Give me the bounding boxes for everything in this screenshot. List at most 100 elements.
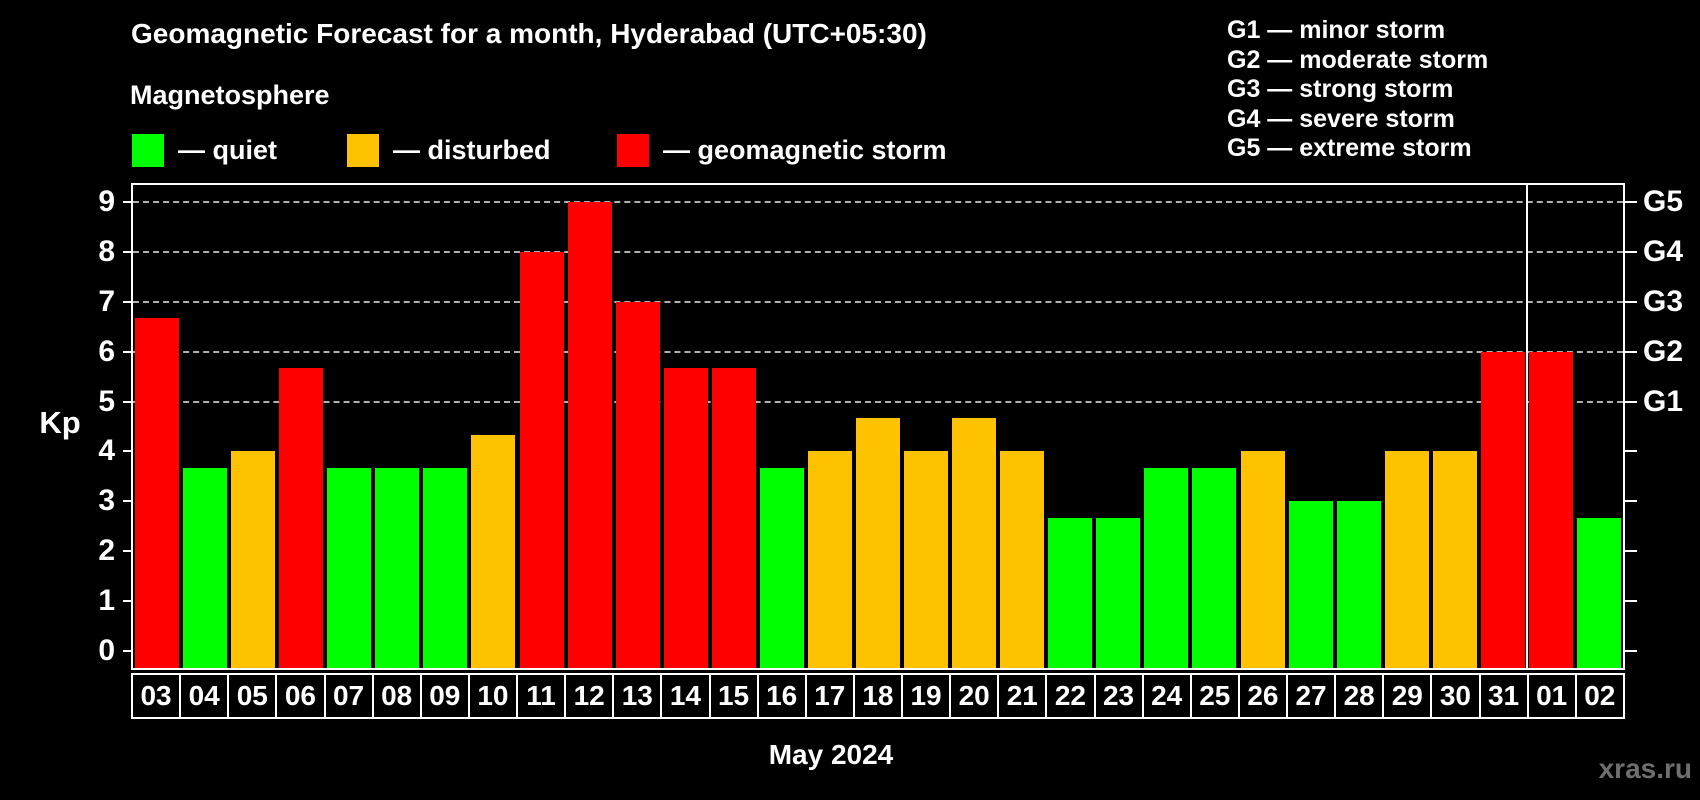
x-axis-day-label-17: 17 bbox=[804, 673, 855, 719]
gridline-kp9 bbox=[133, 200, 1623, 203]
right-axis-label-g3: G3 bbox=[1643, 284, 1684, 318]
quiet-swatch-icon bbox=[132, 134, 164, 167]
kp-bar-day-17 bbox=[807, 451, 852, 668]
right-axis-tick-6 bbox=[1625, 350, 1637, 353]
x-axis-day-label-27: 27 bbox=[1286, 673, 1337, 719]
kp-bar-day-05 bbox=[231, 451, 276, 668]
kp-bar-day-08 bbox=[375, 467, 420, 668]
kp-bar-day-16 bbox=[759, 467, 804, 668]
right-axis-tick-9 bbox=[1625, 200, 1637, 203]
kp-bar-day-02 bbox=[1576, 517, 1621, 668]
x-axis-day-label-11: 11 bbox=[516, 673, 567, 719]
storm-scale-line-g2: G2 — moderate storm bbox=[1227, 45, 1489, 74]
kp-bar-day-18 bbox=[856, 418, 900, 668]
x-axis-day-label-08: 08 bbox=[371, 673, 422, 719]
x-axis-day-label-01: 01 bbox=[1526, 673, 1577, 719]
x-axis-day-label-05: 05 bbox=[227, 673, 278, 719]
x-axis-day-label-10: 10 bbox=[467, 673, 518, 719]
kp-bar-day-22 bbox=[1048, 517, 1093, 668]
kp-bar-day-06 bbox=[279, 368, 324, 668]
x-axis-day-label-12: 12 bbox=[564, 673, 615, 719]
y-axis-tick-2 bbox=[123, 550, 131, 553]
x-axis-day-label-16: 16 bbox=[756, 673, 807, 719]
x-axis-day-label-22: 22 bbox=[1045, 673, 1096, 719]
y-axis-tick-6 bbox=[123, 350, 131, 353]
kp-bar-day-29 bbox=[1384, 451, 1429, 668]
kp-bar-day-07 bbox=[327, 467, 372, 668]
x-axis-day-label-25: 25 bbox=[1189, 673, 1240, 719]
y-axis-tick-1 bbox=[123, 600, 131, 603]
legend-quiet-label: — quiet bbox=[178, 135, 277, 165]
x-axis-day-labels: 03 04 05 06 07 08 09 10 11 12 13 14 15 16 17 18 19 20 21 22… bbox=[131, 673, 1625, 719]
legend-item-storm: — geomagnetic storm bbox=[617, 134, 947, 167]
x-axis-day-label-30: 30 bbox=[1430, 673, 1481, 719]
storm-scale-line-g3: G3 — strong storm bbox=[1227, 75, 1454, 103]
y-axis-tick-8 bbox=[123, 250, 131, 253]
right-axis-tick-4 bbox=[1625, 450, 1637, 453]
legend-disturbed-label: — disturbed bbox=[393, 135, 551, 165]
kp-bar-day-28 bbox=[1336, 501, 1381, 668]
storm-scale-line-g5: G5 — extreme storm bbox=[1227, 134, 1472, 162]
kp-bar-day-25 bbox=[1192, 467, 1237, 668]
x-axis-day-label-21: 21 bbox=[997, 673, 1048, 719]
gridline-kp7 bbox=[133, 300, 1623, 303]
kp-bar-day-09 bbox=[423, 467, 468, 668]
y-axis-label-8: 8 bbox=[98, 234, 115, 268]
kp-bar-day-15 bbox=[711, 368, 756, 668]
x-axis-day-label-29: 29 bbox=[1382, 673, 1433, 719]
x-axis-day-label-20: 20 bbox=[949, 673, 1000, 719]
month-separator-line bbox=[1525, 185, 1528, 668]
x-axis-day-label-04: 04 bbox=[179, 673, 230, 719]
gridline-kp6 bbox=[133, 350, 1623, 353]
kp-bar-day-30 bbox=[1432, 451, 1477, 668]
gridline-kp8 bbox=[133, 250, 1623, 253]
chart-plot-area bbox=[131, 183, 1625, 670]
y-axis-tick-3 bbox=[123, 500, 131, 503]
right-axis-tick-3 bbox=[1625, 500, 1637, 503]
x-axis-day-label-13: 13 bbox=[612, 673, 663, 719]
x-axis-day-label-24: 24 bbox=[1141, 673, 1192, 719]
y-axis-label-6: 6 bbox=[98, 334, 115, 368]
watermark: xras.ru bbox=[1598, 753, 1692, 784]
x-axis-day-label-03: 03 bbox=[131, 673, 182, 719]
right-axis-tick-7 bbox=[1625, 300, 1637, 303]
kp-bar-day-13 bbox=[615, 301, 660, 668]
y-axis-tick-9 bbox=[123, 200, 131, 203]
storm-scale-line-g1: G1 — minor storm bbox=[1227, 16, 1446, 44]
y-axis-tick-0 bbox=[123, 650, 131, 652]
y-axis-label-9: 9 bbox=[98, 184, 115, 218]
x-axis-day-label-26: 26 bbox=[1237, 673, 1288, 719]
right-axis-tick-1 bbox=[1625, 600, 1637, 603]
kp-bar-day-27 bbox=[1288, 501, 1333, 668]
kp-bar-day-23 bbox=[1096, 517, 1141, 668]
x-axis-day-label-31: 31 bbox=[1478, 673, 1529, 719]
right-axis-label-g4: G4 bbox=[1643, 234, 1684, 268]
x-axis-day-label-02: 02 bbox=[1574, 673, 1625, 719]
x-axis-day-label-28: 28 bbox=[1334, 673, 1385, 719]
kp-bar-day-31 bbox=[1480, 351, 1525, 668]
legend-item-disturbed: — disturbed bbox=[347, 134, 551, 167]
kp-bar-day-12 bbox=[567, 201, 612, 668]
kp-bar-day-01 bbox=[1528, 351, 1573, 668]
x-axis-day-label-07: 07 bbox=[323, 673, 374, 719]
gridline-kp5 bbox=[133, 400, 1623, 403]
y-axis-tick-4 bbox=[123, 450, 131, 453]
right-axis-tick-2 bbox=[1625, 550, 1637, 553]
x-axis-month-label: May 2024 bbox=[768, 739, 894, 770]
kp-bar-day-26 bbox=[1240, 451, 1285, 668]
kp-bar-day-10 bbox=[471, 434, 516, 668]
magnetosphere-label: Magnetosphere bbox=[130, 80, 330, 110]
storm-swatch-icon bbox=[617, 134, 649, 167]
right-axis-label-g1: G1 bbox=[1643, 384, 1684, 418]
storm-scale-legend: G1 — minor storm G2 — moderate storm G3 … bbox=[1227, 16, 1488, 164]
page-title: Geomagnetic Forecast for a month, Hydera… bbox=[131, 18, 927, 49]
kp-bar-day-04 bbox=[183, 467, 228, 668]
kp-bar-day-19 bbox=[904, 451, 949, 668]
y-axis-label-7: 7 bbox=[98, 284, 115, 318]
kp-bar-day-14 bbox=[663, 368, 708, 668]
kp-bar-day-24 bbox=[1144, 467, 1189, 668]
x-axis-day-label-19: 19 bbox=[901, 673, 952, 719]
right-axis-label-g2: G2 bbox=[1643, 334, 1684, 368]
kp-bar-day-20 bbox=[952, 418, 997, 668]
right-axis-tick-5 bbox=[1625, 400, 1637, 403]
